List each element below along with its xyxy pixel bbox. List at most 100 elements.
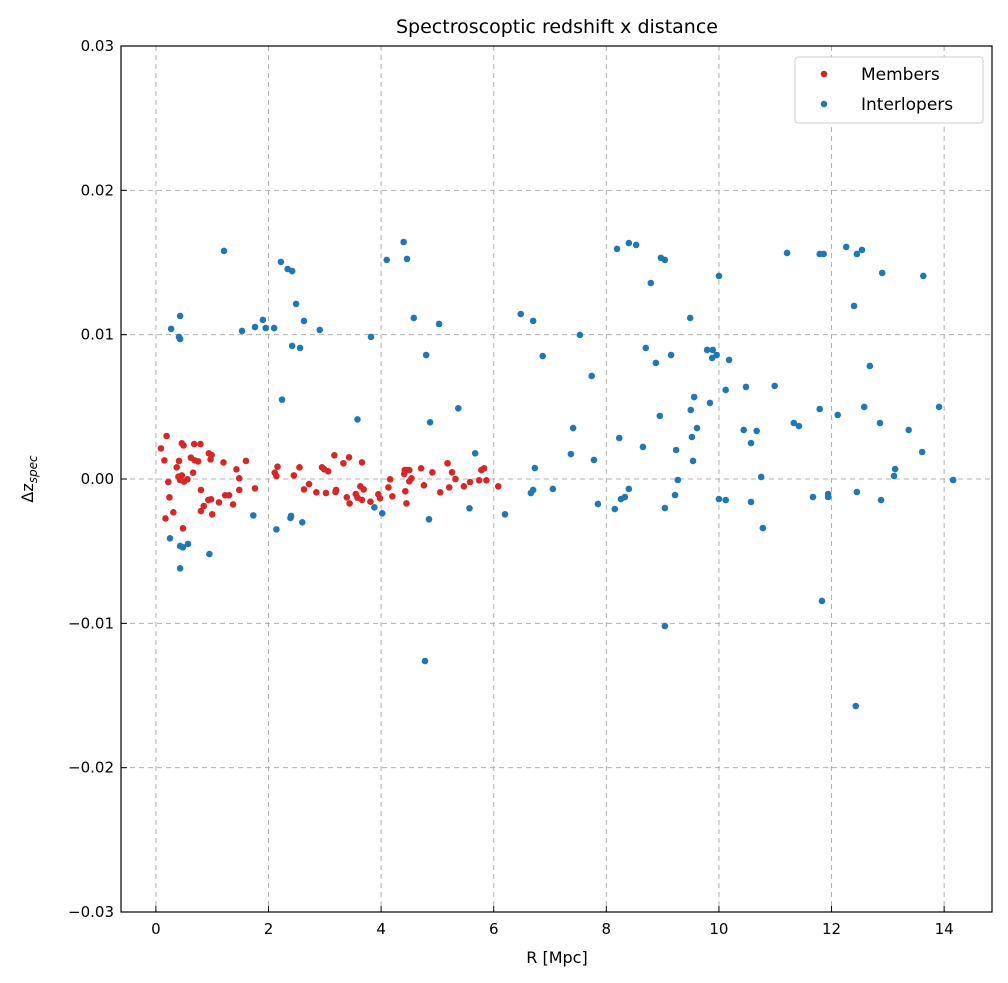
data-point-interlopers (632, 241, 640, 249)
data-point-interlopers (688, 433, 696, 441)
data-point-members (452, 475, 459, 483)
data-point-interlopers (410, 314, 418, 322)
data-point-interlopers (471, 450, 479, 457)
data-point-interlopers (853, 488, 861, 496)
data-point-members (208, 511, 216, 518)
data-point-interlopers (706, 399, 714, 407)
data-point-interlopers (824, 493, 832, 501)
data-point-members (197, 440, 204, 448)
x-tick-label: 6 (489, 920, 499, 938)
legend: Members Interlopers (794, 56, 984, 124)
data-point-interlopers (625, 485, 633, 493)
ticks: 0 2 4 6 8 10 12 14 −0.03 −0.02 −0.01 0.00 0.01 0.02 0.… (68, 37, 954, 938)
data-point-members (345, 454, 353, 461)
data-point-members (190, 440, 198, 448)
data-point-interlopers (529, 317, 537, 325)
data-point-interlopers (795, 422, 803, 430)
data-point-members (436, 488, 444, 496)
y-tick-label: −0.03 (68, 903, 114, 921)
x-tick-label: 14 (935, 920, 954, 938)
x-tick-label: 4 (376, 920, 386, 938)
data-point-interlopers (250, 512, 257, 519)
data-point-interlopers (288, 267, 296, 275)
data-point-interlopers (949, 476, 957, 484)
y-axis-label: Δzspec (18, 455, 40, 503)
data-point-members (385, 484, 392, 491)
data-point-interlopers (316, 326, 324, 334)
data-point-interlopers (842, 243, 850, 251)
data-point-members (448, 469, 456, 476)
chart-title: Spectroscoptic redshift x distance (396, 16, 718, 38)
data-point-interlopers (809, 493, 817, 501)
y-label-subscript: spec (26, 455, 40, 483)
data-point-members (376, 495, 384, 502)
points (157, 238, 957, 710)
y-tick-label: 0.01 (81, 326, 114, 344)
data-point-members (402, 487, 409, 495)
data-point-interlopers (238, 327, 246, 335)
data-point-interlopers (693, 424, 701, 432)
data-point-interlopers (539, 352, 547, 360)
data-point-interlopers (300, 317, 308, 325)
data-point-interlopers (860, 403, 868, 411)
data-point-interlopers (426, 418, 434, 426)
data-point-members (207, 496, 215, 503)
data-point-members (233, 466, 240, 473)
data-point-members (235, 474, 243, 482)
data-point-interlopers (273, 526, 280, 533)
data-point-members (346, 500, 353, 507)
data-point-members (405, 466, 413, 474)
y-tick-label: 0.03 (81, 37, 114, 55)
data-point-members (360, 486, 367, 493)
data-point-members (157, 445, 165, 452)
data-point-interlopers (576, 331, 584, 339)
data-point-interlopers (858, 246, 866, 254)
data-point-interlopers (259, 316, 267, 324)
data-point-members (215, 499, 223, 506)
data-point-members (200, 502, 208, 510)
data-point-interlopers (742, 383, 750, 391)
data-point-members (300, 486, 308, 493)
legend-marker-members (820, 70, 828, 78)
data-point-interlopers (703, 346, 711, 354)
data-point-interlopers (890, 472, 898, 480)
data-point-interlopers (567, 450, 575, 458)
data-point-members (225, 492, 233, 499)
data-point-members (420, 482, 428, 489)
data-point-members (313, 488, 320, 496)
x-tick-label: 10 (709, 920, 728, 938)
data-point-members (340, 459, 347, 467)
data-point-interlopers (820, 250, 827, 258)
legend-box (794, 56, 984, 124)
data-point-interlopers (672, 446, 680, 454)
data-point-interlopers (722, 386, 729, 394)
data-point-interlopers (686, 314, 694, 322)
data-point-interlopers (753, 427, 760, 435)
y-tick-label: −0.01 (68, 614, 114, 632)
data-point-members (444, 459, 451, 467)
data-point-members (403, 500, 410, 507)
data-point-members (170, 509, 177, 516)
data-point-members (324, 468, 332, 475)
data-point-interlopers (220, 247, 228, 255)
data-point-interlopers (834, 411, 842, 419)
data-point-interlopers (747, 439, 755, 447)
data-point-members (386, 475, 394, 483)
data-point-members (480, 465, 488, 472)
data-point-members (358, 459, 366, 466)
data-point-members (175, 457, 183, 465)
data-point-interlopers (667, 351, 675, 359)
y-label-main: Δz (18, 483, 37, 502)
data-point-members (173, 464, 181, 471)
data-point-interlopers (422, 351, 430, 359)
data-point-members (163, 432, 170, 440)
data-point-interlopers (594, 500, 602, 508)
data-point-interlopers (878, 269, 886, 277)
data-point-members (494, 483, 502, 490)
data-point-interlopers (757, 473, 765, 481)
data-point-interlopers (421, 657, 429, 665)
x-tick-label: 0 (151, 920, 161, 938)
x-tick-label: 2 (264, 920, 274, 938)
data-point-interlopers (850, 302, 858, 310)
